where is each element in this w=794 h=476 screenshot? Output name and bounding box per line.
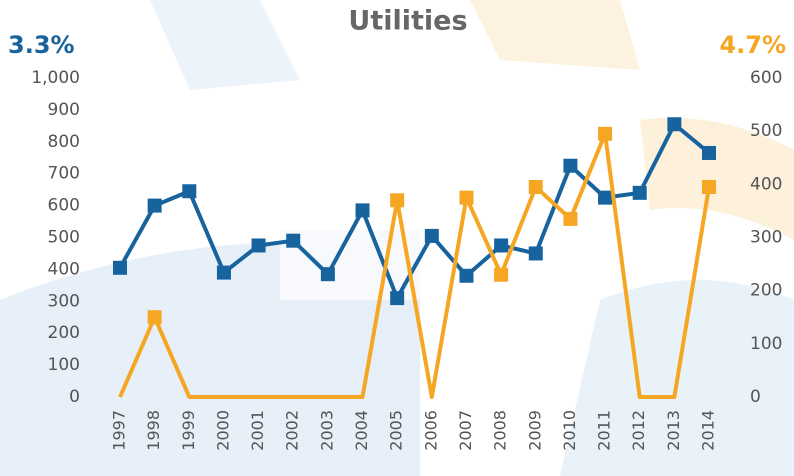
x-tick-label: 2012 <box>629 410 648 451</box>
left-annotation: 3.3% <box>8 31 75 59</box>
y-tick-label: 300 <box>48 291 80 311</box>
x-tick-label: 2005 <box>387 410 406 451</box>
marker <box>459 190 474 205</box>
y-tick-label: 900 <box>48 100 80 120</box>
x-tick-label: 2009 <box>525 410 544 451</box>
x-tick-label: 2014 <box>699 410 718 451</box>
x-tick-label: 2000 <box>213 410 232 451</box>
marker <box>598 190 613 205</box>
x-tick-label: 2003 <box>317 410 336 451</box>
marker <box>147 310 162 325</box>
y2-tick-label: 0 <box>750 387 761 407</box>
x-tick-label: 2011 <box>595 410 614 451</box>
x-tick-label: 1998 <box>144 410 163 451</box>
marker <box>528 246 543 261</box>
y-tick-label: 100 <box>48 355 80 375</box>
x-tick-label: 2010 <box>560 410 579 451</box>
y-tick-label: 1,000 <box>31 68 80 88</box>
y-tick-label: 400 <box>48 259 80 279</box>
marker <box>147 198 162 213</box>
marker <box>390 291 405 306</box>
marker <box>216 265 231 280</box>
x-tick-label: 2008 <box>491 410 510 451</box>
marker <box>182 184 197 199</box>
marker <box>528 179 543 194</box>
series <box>113 117 716 306</box>
marker <box>286 233 301 248</box>
y2-tick-label: 300 <box>750 228 782 248</box>
marker <box>702 179 716 194</box>
x-tick-label: 2001 <box>248 410 267 451</box>
marker <box>563 211 578 226</box>
chart-title: Utilities <box>348 6 467 37</box>
marker <box>598 126 613 141</box>
marker <box>702 145 716 160</box>
y-tick-label: 500 <box>48 228 80 248</box>
marker <box>494 238 509 253</box>
marker <box>390 193 405 208</box>
y2-tick-label: 400 <box>750 174 782 194</box>
y-tick-label: 600 <box>48 196 80 216</box>
line <box>118 131 711 399</box>
marker <box>251 238 266 253</box>
x-tick-label: 2004 <box>352 410 371 451</box>
marker <box>424 228 439 243</box>
y2-tick-label: 100 <box>750 334 782 354</box>
right-annotation: 4.7% <box>719 31 786 59</box>
marker <box>355 203 370 218</box>
x-tick-label: 2002 <box>283 410 302 451</box>
y2-tick-label: 500 <box>750 121 782 141</box>
marker <box>459 268 474 283</box>
y2-tick-label: 200 <box>750 281 782 301</box>
marker <box>320 267 335 282</box>
y-tick-label: 200 <box>48 323 80 343</box>
y-tick-label: 700 <box>48 164 80 184</box>
marker <box>563 158 578 173</box>
marker <box>113 260 127 275</box>
x-tick-label: 1997 <box>110 410 129 451</box>
marker <box>632 185 647 200</box>
marker <box>494 267 509 282</box>
y-tick-label: 800 <box>48 132 80 152</box>
y-tick-label: 0 <box>69 387 80 407</box>
marker <box>667 117 682 132</box>
series <box>118 126 716 399</box>
x-tick-label: 1999 <box>179 410 198 451</box>
x-tick-label: 2007 <box>456 410 475 451</box>
x-tick-label: 2006 <box>421 410 440 451</box>
y2-tick-label: 600 <box>750 68 782 88</box>
x-tick-label: 2013 <box>664 410 683 451</box>
